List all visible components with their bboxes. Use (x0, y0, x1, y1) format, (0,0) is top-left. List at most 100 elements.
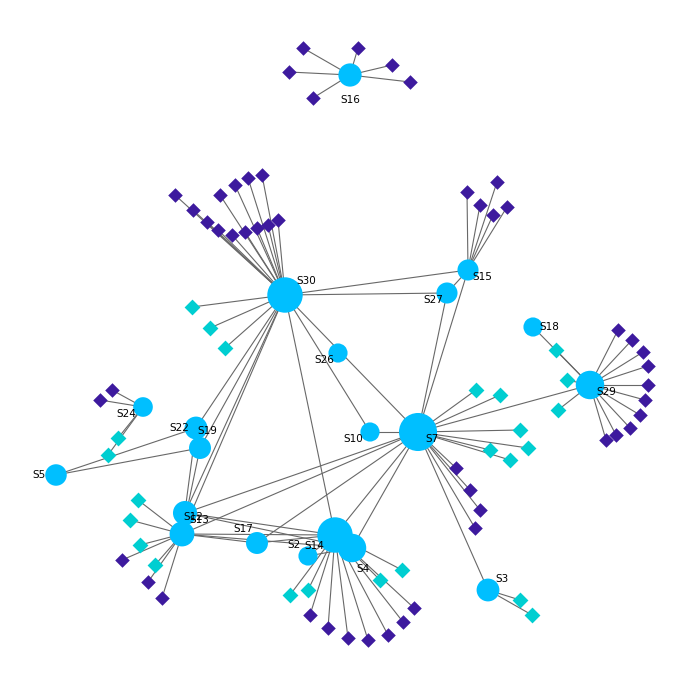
Point (601, 435, 612, 445)
Point (365, 427, 376, 437)
Point (492, 176, 503, 187)
Text: S5: S5 (33, 470, 46, 480)
Text: S16: S16 (340, 95, 360, 105)
Point (284, 67, 295, 78)
Point (451, 462, 462, 473)
Point (308, 93, 318, 103)
Text: S18: S18 (539, 322, 560, 332)
Point (190, 422, 201, 433)
Point (344, 70, 355, 80)
Text: S12: S12 (183, 512, 203, 523)
Point (561, 375, 572, 385)
Point (132, 495, 143, 506)
Point (584, 380, 595, 391)
Point (610, 429, 621, 440)
Point (50, 470, 61, 481)
Text: S2: S2 (288, 540, 301, 550)
Point (252, 222, 263, 233)
Text: S7: S7 (426, 434, 439, 444)
Point (205, 322, 216, 333)
Point (505, 454, 516, 465)
Point (230, 180, 241, 191)
Point (102, 450, 113, 460)
Text: S19: S19 (197, 427, 217, 436)
Point (323, 623, 333, 633)
Point (252, 537, 263, 548)
Text: S27: S27 (423, 295, 443, 305)
Point (226, 230, 237, 241)
Point (638, 347, 649, 358)
Text: S26: S26 (314, 355, 334, 365)
Text: S15: S15 (472, 272, 492, 282)
Text: S10: S10 (344, 434, 364, 444)
Text: S14: S14 (304, 541, 324, 551)
Point (640, 395, 651, 406)
Point (179, 508, 190, 518)
Point (273, 214, 284, 225)
Point (303, 550, 314, 561)
Point (125, 514, 136, 525)
Point (239, 226, 250, 237)
Point (106, 385, 117, 395)
Point (220, 343, 231, 354)
Point (488, 210, 499, 220)
Point (494, 389, 505, 400)
Point (243, 172, 254, 183)
Point (342, 633, 353, 644)
Point (95, 395, 106, 406)
Point (404, 76, 415, 87)
Point (514, 425, 525, 435)
Point (552, 405, 563, 416)
Point (363, 635, 374, 646)
Point (469, 523, 480, 533)
Text: S30: S30 (296, 276, 316, 286)
Point (514, 595, 525, 606)
Point (256, 170, 267, 180)
Point (396, 564, 407, 575)
Point (353, 43, 364, 53)
Point (527, 610, 537, 621)
Point (471, 385, 481, 395)
Text: S13: S13 (189, 515, 209, 525)
Point (528, 322, 539, 333)
Point (398, 617, 409, 627)
Point (642, 380, 653, 391)
Point (187, 301, 198, 312)
Point (612, 324, 623, 335)
Point (305, 610, 316, 621)
Text: S24: S24 (117, 409, 136, 419)
Point (409, 602, 419, 613)
Point (625, 422, 636, 433)
Point (550, 345, 561, 356)
Point (157, 593, 168, 604)
Point (297, 43, 308, 53)
Text: S22: S22 (169, 423, 190, 433)
Point (634, 410, 645, 420)
Point (149, 560, 160, 571)
Point (627, 335, 638, 345)
Text: S3: S3 (495, 574, 509, 584)
Point (284, 589, 295, 600)
Point (138, 402, 149, 412)
Point (475, 504, 486, 515)
Point (462, 264, 473, 275)
Point (483, 585, 494, 596)
Point (263, 220, 273, 231)
Point (113, 433, 123, 443)
Point (383, 629, 394, 640)
Point (329, 529, 340, 540)
Point (134, 539, 145, 550)
Point (143, 577, 153, 587)
Point (117, 554, 128, 565)
Point (280, 289, 291, 300)
Point (303, 585, 314, 596)
Point (484, 445, 495, 456)
Point (346, 543, 357, 554)
Text: S4: S4 (357, 564, 370, 574)
Text: S29: S29 (597, 387, 617, 397)
Point (642, 360, 653, 371)
Point (213, 224, 224, 235)
Point (413, 427, 424, 437)
Point (441, 287, 452, 298)
Point (475, 199, 486, 210)
